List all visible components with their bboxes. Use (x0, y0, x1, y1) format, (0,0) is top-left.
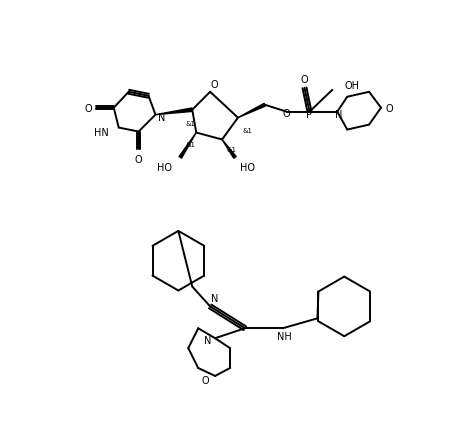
Text: &1: &1 (243, 127, 253, 133)
Text: O: O (135, 155, 142, 165)
Polygon shape (222, 140, 236, 159)
Text: HO: HO (240, 163, 255, 173)
Polygon shape (179, 133, 196, 159)
Text: O: O (283, 108, 290, 118)
Text: O: O (84, 104, 92, 114)
Text: &1: &1 (227, 147, 237, 153)
Text: N: N (335, 109, 342, 120)
Text: N: N (159, 112, 166, 123)
Text: &1: &1 (185, 142, 195, 148)
Text: &1: &1 (185, 120, 195, 126)
Text: N: N (212, 294, 219, 304)
Text: HN: HN (94, 127, 109, 137)
Text: HO: HO (157, 163, 172, 173)
Text: O: O (210, 80, 218, 89)
Text: O: O (301, 75, 308, 85)
Polygon shape (238, 104, 266, 118)
Text: O: O (385, 104, 393, 114)
Text: O: O (201, 375, 209, 385)
Text: N: N (204, 335, 211, 345)
Text: OH: OH (344, 81, 359, 91)
Polygon shape (155, 109, 193, 115)
Text: NH: NH (277, 332, 292, 341)
Text: P: P (307, 109, 313, 120)
